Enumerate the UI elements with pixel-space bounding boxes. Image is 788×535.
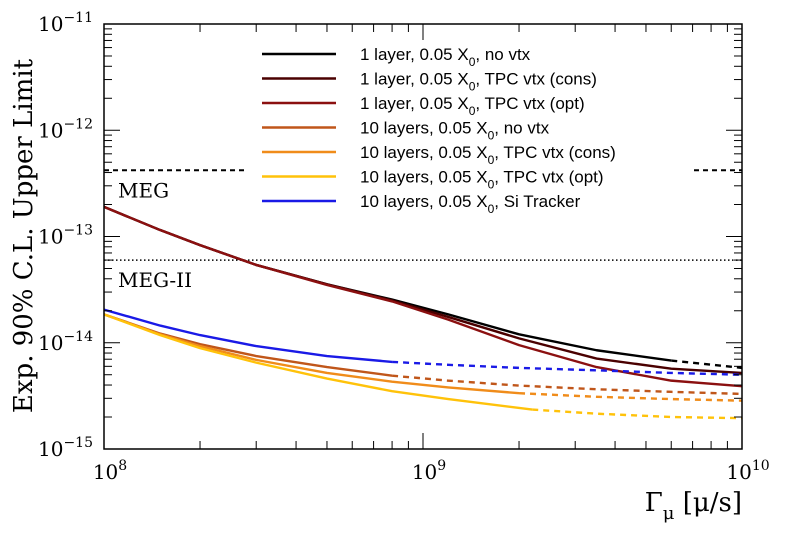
- legend-label: 1 layer, 0.05 X0, no vtx: [360, 45, 531, 69]
- legend-label: 10 layers, 0.05 X0, no vtx: [360, 119, 550, 143]
- legend-entry: 10 layers, 0.05 X0, TPC vtx (cons): [262, 143, 616, 167]
- reference-lines: [104, 169, 742, 261]
- x-tick-label: 109: [412, 458, 446, 484]
- x-axis-title: Γμ [μ/s]: [645, 488, 742, 524]
- legend-entry: 10 layers, 0.05 X0, Si Tracker: [262, 192, 581, 216]
- series-line: [104, 205, 742, 388]
- legend-label: 1 layer, 0.05 X0, TPC vtx (cons): [360, 70, 597, 94]
- legend-entry: 1 layer, 0.05 X0, TPC vtx (cons): [262, 70, 597, 94]
- legend-label: 10 layers, 0.05 X0, TPC vtx (opt): [360, 168, 604, 192]
- legend-background: [250, 40, 690, 222]
- series-group: [104, 205, 742, 420]
- legend-label: 10 layers, 0.05 X0, TPC vtx (cons): [360, 143, 616, 167]
- meg-ii-label: MEG-II: [118, 268, 192, 292]
- series-line-extrapolated: [392, 360, 742, 376]
- y-tick-label: 10−14: [38, 329, 93, 355]
- series-line: [104, 313, 533, 411]
- series-line-extrapolated: [518, 392, 742, 402]
- x-tick-label: 1010: [726, 458, 769, 484]
- y-tick-label: 10−13: [38, 223, 93, 249]
- legend-entry: 10 layers, 0.05 X0, no vtx: [262, 119, 550, 143]
- x-tick-labels: 108 109 1010: [93, 458, 770, 484]
- y-tick-label: 10−12: [38, 116, 93, 142]
- series-line-extrapolated: [671, 359, 742, 370]
- tick-marks: [103, 23, 743, 450]
- x-tick-label: 108: [93, 458, 127, 484]
- y-tick-label: 10−11: [38, 10, 93, 36]
- series-line: [104, 308, 393, 364]
- series-line-extrapolated: [391, 374, 742, 396]
- legend-label: 1 layer, 0.05 X0, TPC vtx (opt): [360, 94, 585, 118]
- legend-entry: 10 layers, 0.05 X0, TPC vtx (opt): [262, 168, 604, 192]
- legend-entry: 1 layer, 0.05 X0, TPC vtx (opt): [262, 94, 585, 118]
- y-tick-labels: 10−11 10−12 10−13 10−14 10−15: [38, 10, 93, 461]
- meg-label: MEG: [118, 178, 169, 202]
- y-tick-label: 10−15: [38, 435, 93, 461]
- legend-label: 10 layers, 0.05 X0, Si Tracker: [360, 192, 581, 216]
- y-axis-title: Exp. 90% C.L. Upper Limit: [9, 58, 39, 413]
- legend: 1 layer, 0.05 X0, no vtx 1 layer, 0.05 X…: [250, 40, 690, 222]
- series-line-extrapolated: [532, 408, 742, 420]
- legend-entry: 1 layer, 0.05 X0, no vtx: [262, 45, 531, 69]
